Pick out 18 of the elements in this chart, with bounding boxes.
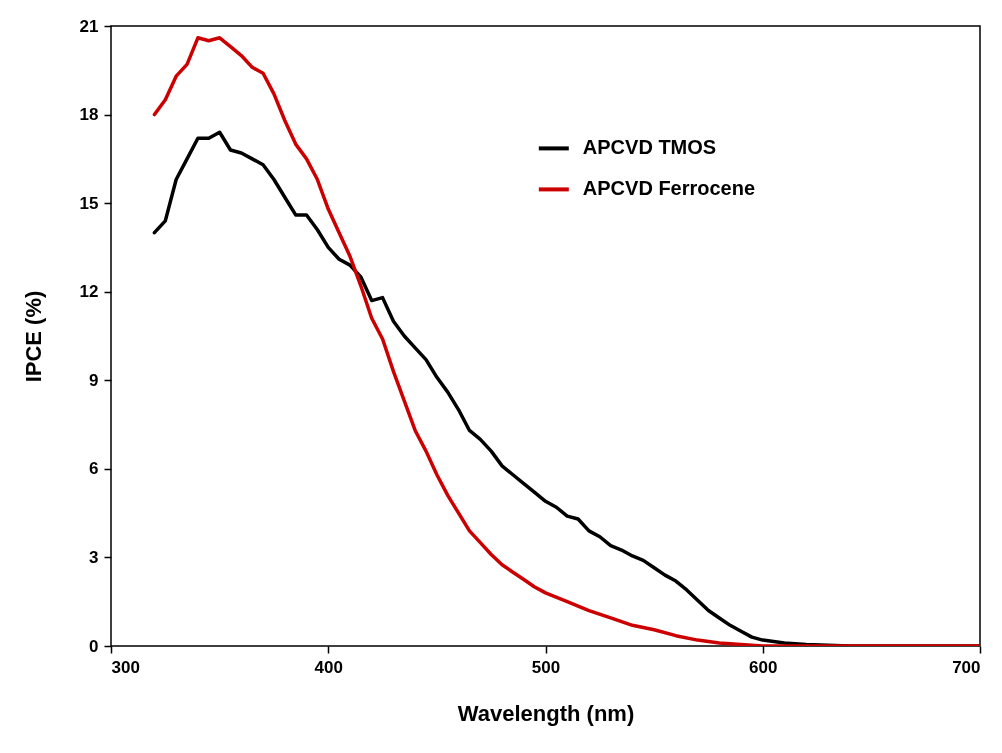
legend-label: APCVD TMOS — [582, 136, 717, 159]
x-tick-label: 500 — [531, 657, 561, 677]
y-tick-label: 3 — [89, 547, 99, 567]
y-tick-label: 12 — [79, 282, 99, 302]
y-tick-label: 18 — [79, 105, 99, 125]
x-tick-label: 700 — [952, 657, 981, 677]
y-tick-label: 15 — [79, 193, 99, 213]
x-tick-label: 300 — [111, 657, 140, 677]
y-axis-title: IPCE (%) — [20, 290, 46, 383]
x-tick-label: 400 — [314, 657, 343, 677]
y-tick-label: 0 — [89, 636, 99, 656]
legend-label: APCVD Ferrocene — [582, 177, 756, 200]
y-tick-label: 9 — [89, 370, 99, 390]
x-axis-title: Wavelength (nm) — [457, 700, 635, 726]
x-tick-label: 600 — [749, 657, 778, 677]
y-tick-label: 21 — [79, 16, 99, 36]
y-tick-label: 6 — [89, 459, 99, 479]
line-series — [152, 36, 980, 646]
